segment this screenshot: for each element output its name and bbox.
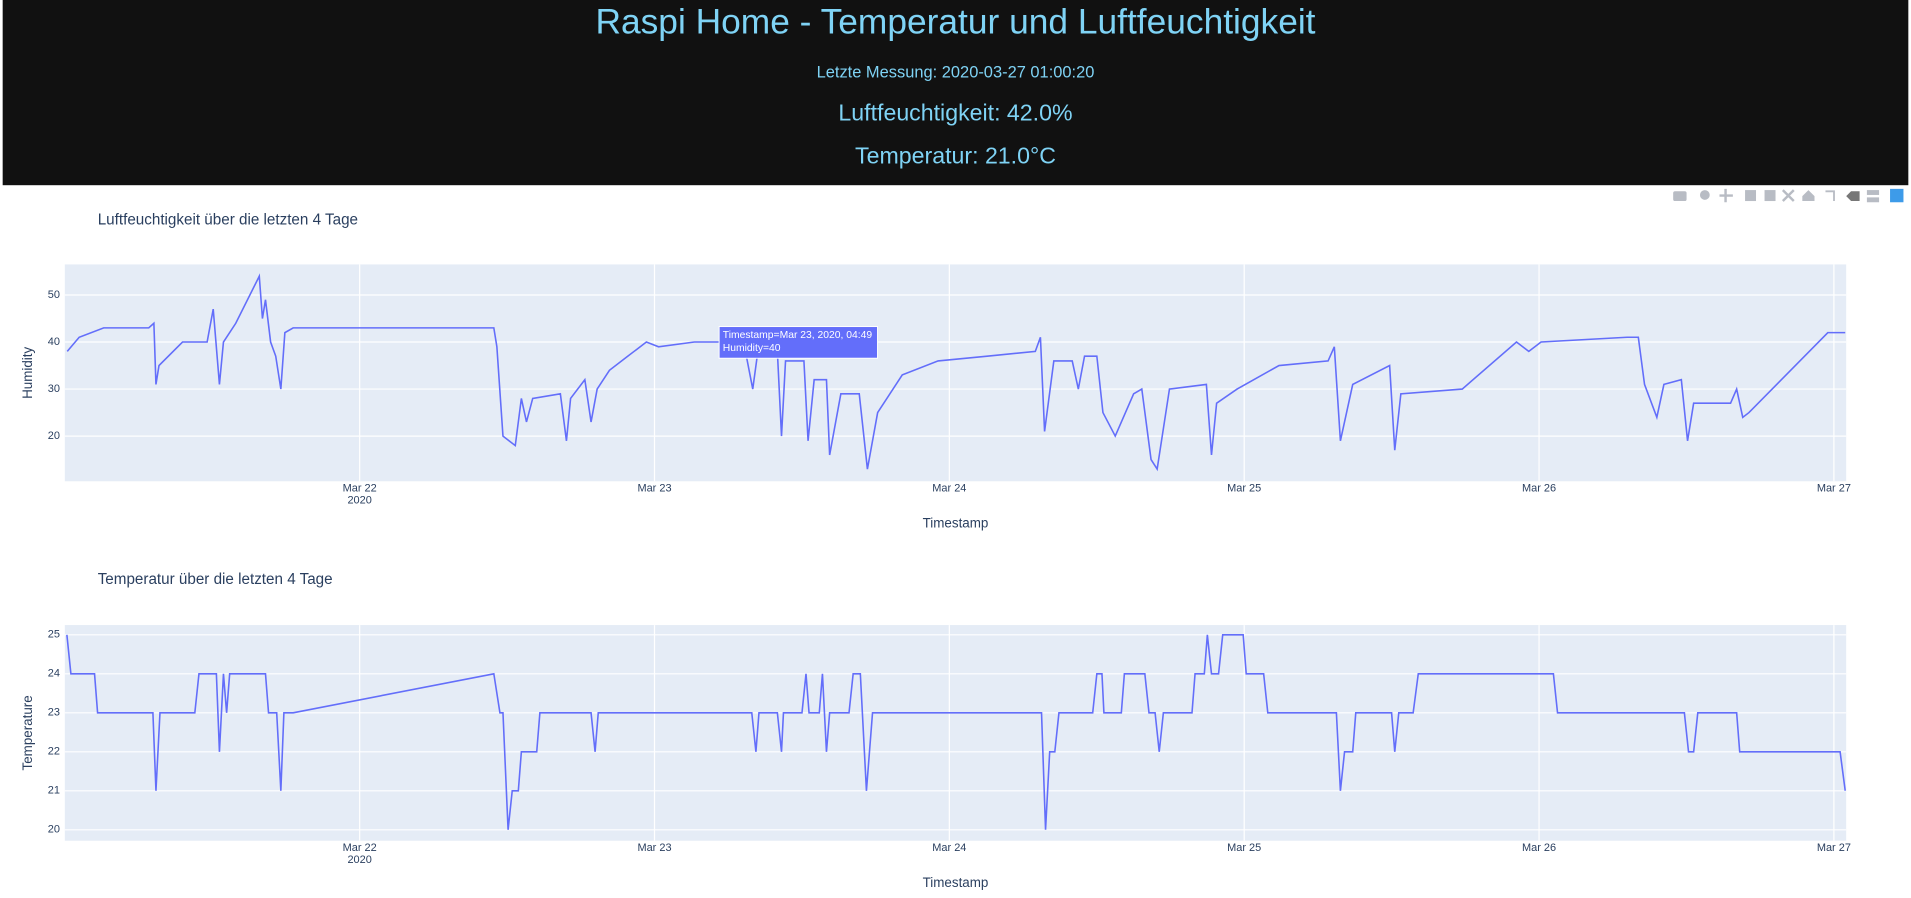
y-tick-label: 30 [48,383,60,395]
temperature-reading: Temperatur: 21.0°C [855,142,1056,168]
spike-button[interactable] [1825,190,1835,202]
modebar [1673,188,1904,203]
humidity-reading: Luftfeuchtigkeit: 42.0% [838,100,1072,126]
header-background [2,0,1909,186]
tooltip-line: Humidity=40 [723,343,781,354]
y-tick-label: 20 [48,824,60,836]
x-tick-label: Mar 23 [637,842,671,854]
y-tick-label: 21 [48,785,60,797]
x-tick-label: Mar 26 [1522,842,1556,854]
y-tick-label: 20 [48,430,60,442]
x-tick-label: Mar 25 [1227,482,1261,494]
x-tick-label: Mar 24 [932,482,966,494]
x-tick-year: 2020 [347,854,371,866]
x-tick-label: Mar 27 [1817,842,1851,854]
x-tick-label: Mar 22 [343,842,377,854]
x-tick-label: Mar 24 [932,842,966,854]
hover-compare-button-2[interactable] [1866,197,1880,203]
y-tick-label: 24 [48,668,60,680]
pan-button[interactable] [1719,188,1733,203]
x-tick-label: Mar 22 [343,482,377,494]
x-tick-label: Mar 26 [1522,482,1556,494]
zoom-in-button[interactable] [1745,190,1757,202]
y-tick-label: 40 [48,336,60,348]
data-line [66,634,1846,830]
hover-closest-button[interactable] [1846,191,1860,202]
x-axis-title: Timestamp [923,515,989,530]
y-axis-title: Temperature [20,695,35,770]
plot-background [64,625,1847,841]
y-tick-label: 50 [48,289,60,301]
hover-tooltip [718,326,879,359]
download-button[interactable] [1673,191,1687,202]
hover-compare-button[interactable] [1866,190,1880,195]
zoom-button[interactable] [1699,190,1710,200]
tooltip-line: Timestamp=Mar 23, 2020, 04:49 [723,330,873,341]
last-measurement: Letzte Messung: 2020-03-27 01:00:20 [817,63,1095,81]
x-tick-label: Mar 23 [637,482,671,494]
header-title: Raspi Home - Temperatur und Luftfeuchtig… [595,3,1315,42]
zoom-out-button[interactable] [1764,190,1776,202]
y-axis-title: Humidity [20,347,35,399]
plot-background [64,264,1847,482]
x-tick-label: Mar 27 [1817,482,1851,494]
y-tick-label: 22 [48,746,60,758]
reset-button[interactable] [1802,190,1815,202]
chart-title: Temperatur über die letzten 4 Tage [98,571,333,588]
autoscale-button[interactable] [1781,189,1795,202]
x-axis-title: Timestamp [923,875,989,890]
data-line [66,273,1846,472]
x-tick-year: 2020 [347,495,371,507]
chart-title: Luftfeuchtigkeit über die letzten 4 Tage [98,212,358,229]
plotly-logo[interactable] [1890,188,1904,203]
y-tick-label: 25 [48,629,60,641]
x-tick-label: Mar 25 [1227,842,1261,854]
y-tick-label: 23 [48,707,60,719]
